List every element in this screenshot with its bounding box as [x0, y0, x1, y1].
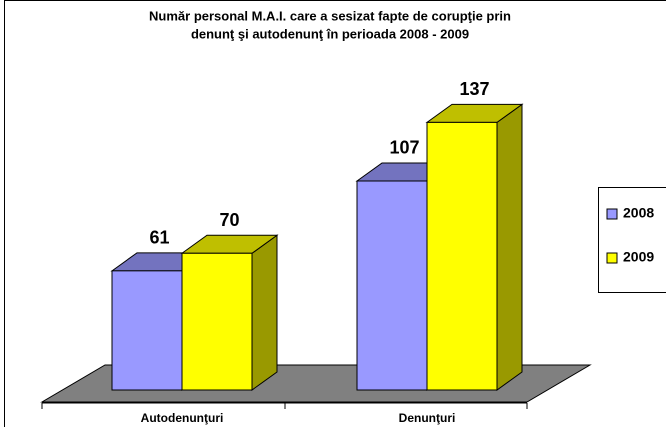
x-tick-label: Autodenunţuri	[141, 411, 224, 425]
bar	[426, 121, 498, 391]
x-tick-label: Denunţuri	[399, 411, 456, 425]
data-label: 137	[459, 79, 489, 99]
bar-side	[251, 234, 278, 391]
data-label: 61	[149, 228, 169, 248]
bar	[181, 252, 253, 391]
legend-swatch	[606, 252, 618, 264]
chart-border	[4, 0, 666, 427]
legend-label: 2009	[623, 249, 654, 265]
legend-label: 2008	[623, 205, 654, 221]
chart-title: Număr personal M.A.I. care a sesizat fap…	[149, 8, 511, 23]
data-label: 70	[219, 210, 239, 230]
chart-title: denunţ şi autodenunţ în perioada 2008 - …	[191, 26, 469, 41]
bar-side	[496, 103, 523, 391]
legend	[598, 187, 666, 293]
data-label: 107	[389, 138, 419, 158]
bar	[356, 180, 428, 391]
bar	[111, 270, 183, 391]
legend-swatch	[606, 208, 618, 220]
